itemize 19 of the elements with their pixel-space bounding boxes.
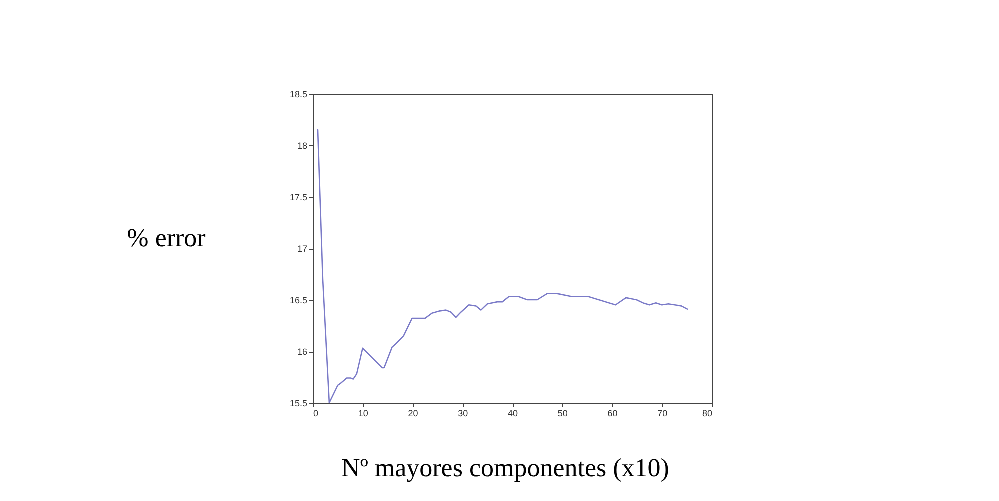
y-tick-label: 18 — [297, 141, 308, 151]
y-tick-label: 17.5 — [290, 192, 308, 202]
line-series — [317, 129, 688, 403]
y-tick-label: 16 — [297, 347, 308, 357]
x-tick-label: 40 — [508, 408, 518, 418]
x-tick-label: 20 — [408, 408, 418, 418]
y-tick-label: 16.5 — [290, 296, 308, 306]
y-axis-title: % error — [127, 224, 206, 252]
x-tick-label: 70 — [658, 408, 668, 418]
x-tick-label: 80 — [702, 408, 712, 418]
y-tick-label: 17 — [297, 244, 308, 254]
x-tick-label: 10 — [358, 408, 368, 418]
x-tick-label: 50 — [558, 408, 568, 418]
x-tick-label: 60 — [608, 408, 618, 418]
x-axis-title: Nº mayores componentes (x10) — [342, 454, 670, 482]
x-tick-label: 30 — [458, 408, 468, 418]
y-tick-label: 15.5 — [290, 398, 308, 408]
y-tick-label: 18.5 — [290, 90, 308, 100]
x-tick-label: 0 — [314, 408, 319, 418]
